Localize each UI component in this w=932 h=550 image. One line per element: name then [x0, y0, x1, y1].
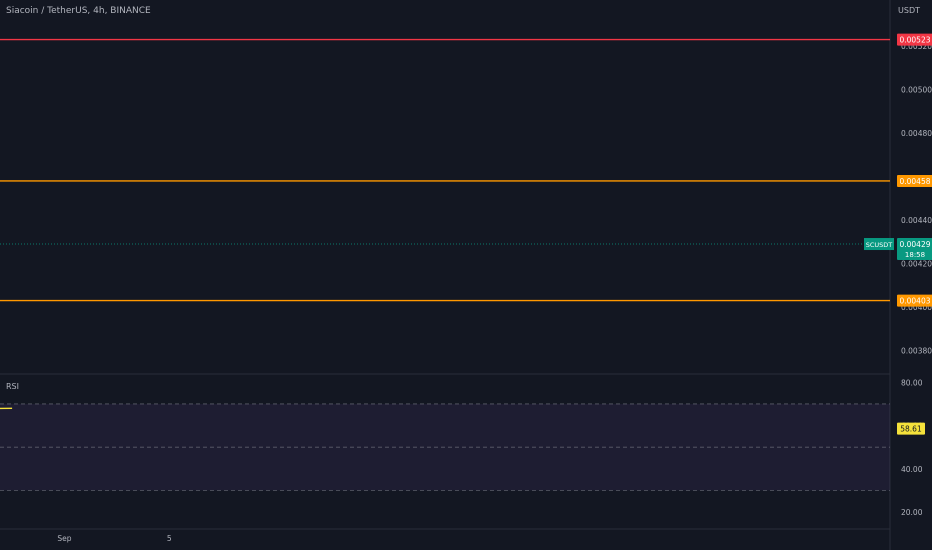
time-tick-label: Sep	[57, 534, 71, 543]
rsi-tick-label: 80.00	[901, 378, 923, 387]
price-tick-label: 0.00500	[901, 86, 932, 95]
grid-layer	[0, 0, 891, 550]
rsi-value-label: 58.61	[900, 425, 922, 434]
support-tag	[897, 294, 932, 307]
price-tick-label: 0.00380	[901, 347, 932, 356]
price-tick-label: 0.00520	[901, 42, 932, 51]
resistance-tag	[897, 33, 932, 46]
rsi-tick-label: 40.00	[901, 465, 923, 474]
time-tick-label: 5	[167, 534, 172, 543]
support-label: 0.00403	[899, 297, 930, 306]
price-tick-label: 0.00480	[901, 129, 932, 138]
chart-title: Siacoin / TetherUS, 4h, BINANCE	[6, 6, 151, 16]
last-price-tag	[897, 238, 932, 261]
rsi-layer	[0, 403, 890, 491]
resistance-label: 0.00523	[899, 36, 930, 45]
price-tick-label: 0.00400	[901, 303, 932, 312]
price-tick-label: 0.00440	[901, 216, 932, 225]
rsi-tick-label: 20.00	[901, 508, 923, 517]
last-price-label: 0.00429	[899, 240, 930, 249]
label-layer: 0.00523 0.00458 0.00403 SCUSDT 0.00429 18:58 5…	[864, 33, 932, 435]
symbol-label: SCUSDT	[866, 241, 893, 249]
level-layer	[0, 38, 890, 302]
symbol-tag	[864, 238, 894, 251]
mid-level-label: 0.00458	[899, 177, 930, 186]
rsi-value-tag	[897, 422, 925, 435]
rsi-label: RSI	[6, 382, 19, 391]
price-tick-label: 0.00420	[901, 260, 932, 269]
currency-label: USDT	[898, 6, 920, 15]
countdown-label: 18:58	[905, 251, 925, 259]
mid-level-tag	[897, 174, 932, 187]
